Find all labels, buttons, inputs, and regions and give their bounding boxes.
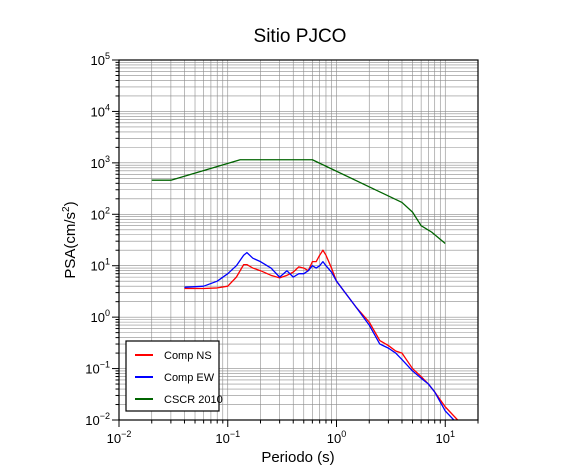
axis-ticks bbox=[112, 59, 479, 427]
x-axis-label: Periodo (s) bbox=[261, 449, 334, 466]
legend-label-comp-ew: Comp EW bbox=[164, 372, 215, 384]
series-line-comp-ew bbox=[184, 251, 455, 421]
plot-frame bbox=[118, 59, 479, 421]
y-tick-label: 10−1 bbox=[85, 360, 110, 377]
x-tick-label: 101 bbox=[436, 429, 455, 446]
y-axis-label-sup: 2 bbox=[61, 206, 72, 212]
series-line-comp-ns bbox=[184, 249, 459, 421]
y-axis-label: PSA(cm/s2) bbox=[61, 201, 79, 278]
y-tick-label-exp: 0 bbox=[105, 308, 110, 318]
y-tick-label-exp: 2 bbox=[105, 205, 110, 215]
grid-lines bbox=[118, 59, 479, 421]
x-tick-label-base: 10 bbox=[107, 431, 121, 446]
x-tick-label-exp: −1 bbox=[230, 429, 240, 439]
x-tick-label-base: 10 bbox=[436, 431, 450, 446]
y-tick-label-base: 10 bbox=[91, 104, 105, 119]
y-tick-label-exp: −1 bbox=[100, 360, 110, 370]
y-tick-label: 103 bbox=[91, 154, 110, 171]
y-tick-label-exp: 5 bbox=[105, 51, 110, 61]
y-tick-label-exp: 1 bbox=[105, 257, 110, 267]
y-tick-label-base: 10 bbox=[91, 310, 105, 325]
y-tick-label-exp: 3 bbox=[105, 154, 110, 164]
y-tick-label-exp: 4 bbox=[105, 102, 110, 112]
x-tick-label-base: 10 bbox=[215, 431, 229, 446]
x-tick-label-exp: −2 bbox=[121, 429, 131, 439]
x-tick-label-base: 10 bbox=[327, 431, 341, 446]
y-axis-label-main: PSA(cm/s bbox=[62, 212, 79, 279]
x-tick-label: 100 bbox=[327, 429, 346, 446]
y-tick-label-exp: −2 bbox=[100, 411, 110, 421]
y-tick-label-base: 10 bbox=[91, 259, 105, 274]
legend: Comp NS Comp EW CSCR 2010 bbox=[125, 340, 223, 412]
y-tick-label-base: 10 bbox=[91, 156, 105, 171]
y-tick-label: 102 bbox=[91, 205, 110, 222]
x-tick-label: 10−2 bbox=[107, 429, 132, 446]
y-tick-label: 101 bbox=[91, 257, 110, 274]
x-tick-label: 10−1 bbox=[215, 429, 240, 446]
x-tick-label-exp: 1 bbox=[450, 429, 455, 439]
legend-label-comp-ns: Comp NS bbox=[164, 350, 212, 362]
chart-title: Sitio PJCO bbox=[254, 26, 347, 47]
y-tick-label-base: 10 bbox=[91, 53, 105, 68]
x-tick-label-exp: 0 bbox=[341, 429, 346, 439]
series-line-cscr-2010 bbox=[151, 159, 446, 245]
y-axis-label-close: ) bbox=[62, 201, 79, 206]
y-tick-label: 104 bbox=[91, 102, 110, 119]
y-tick-label: 100 bbox=[91, 308, 110, 325]
legend-label-cscr-2010: CSCR 2010 bbox=[164, 394, 223, 406]
y-tick-label: 105 bbox=[91, 51, 110, 68]
y-tick-label-base: 10 bbox=[85, 413, 99, 428]
y-tick-label-base: 10 bbox=[85, 362, 99, 377]
y-tick-label: 10−2 bbox=[85, 411, 110, 428]
y-tick-label-base: 10 bbox=[91, 207, 105, 222]
series-lines bbox=[151, 159, 459, 421]
